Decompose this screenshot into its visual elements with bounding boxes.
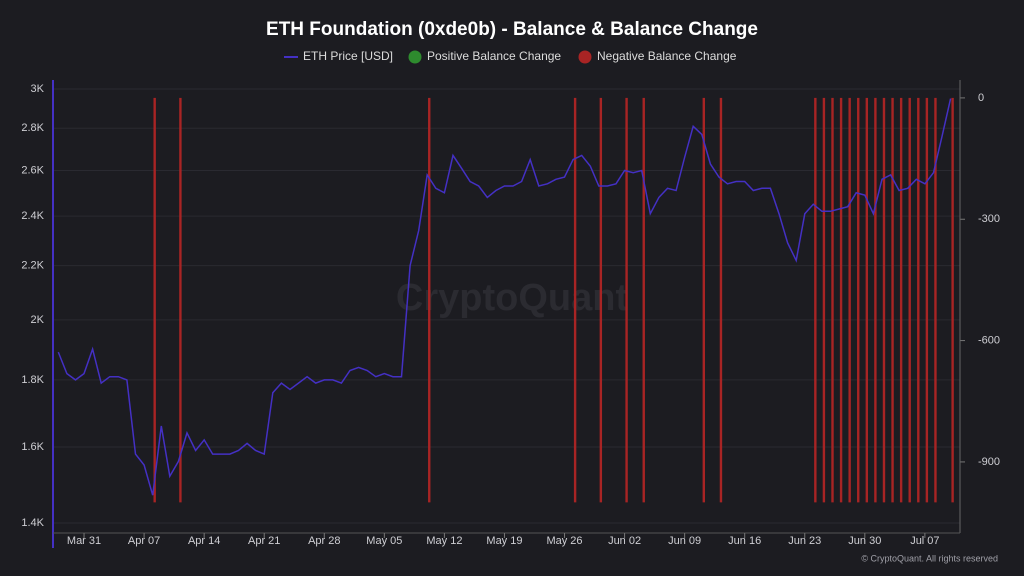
bar xyxy=(702,97,705,503)
legend-swatch xyxy=(578,50,592,64)
y-tick-label: 1.4K xyxy=(21,517,44,529)
bar xyxy=(179,97,182,503)
x-tick-label: Apr 21 xyxy=(248,535,280,547)
bar xyxy=(831,97,834,503)
x-tick-label: Jun 02 xyxy=(608,535,641,547)
y-tick-label: 2.4K xyxy=(21,210,44,222)
y2-tick-label: -900 xyxy=(978,456,1000,468)
bar xyxy=(822,97,826,503)
bar xyxy=(908,97,911,503)
y2-tick-label: -300 xyxy=(978,213,1000,225)
y-tick-label: 3K xyxy=(31,83,45,95)
bar xyxy=(839,97,843,503)
x-tick-label: Apr 07 xyxy=(128,535,160,547)
bar xyxy=(874,97,877,503)
x-tick-label: Jun 09 xyxy=(668,535,701,547)
chart-title: ETH Foundation (0xde0b) - Balance & Bala… xyxy=(266,19,758,40)
y-tick-label: 2K xyxy=(31,314,45,326)
bar xyxy=(891,97,894,503)
price-line xyxy=(57,98,952,496)
legend-label: ETH Price [USD] xyxy=(303,49,393,63)
bar xyxy=(934,97,937,503)
bar xyxy=(925,97,929,503)
x-tick-label: May 19 xyxy=(486,535,522,547)
x-tick-label: Jun 16 xyxy=(728,535,761,547)
y-tick-label: 2.2K xyxy=(21,260,44,272)
watermark: CryptoQuant xyxy=(396,277,629,319)
bar xyxy=(625,97,628,503)
bar xyxy=(865,97,869,503)
x-tick-label: Mar 31 xyxy=(67,535,101,547)
legend-swatch xyxy=(408,50,422,64)
bar xyxy=(917,97,920,503)
bar xyxy=(857,97,860,503)
bar xyxy=(642,97,645,503)
bar xyxy=(153,97,156,503)
bar xyxy=(428,97,431,503)
y-tick-label: 1.6K xyxy=(21,441,44,453)
bar xyxy=(951,97,954,503)
x-tick-label: May 12 xyxy=(426,535,462,547)
y-tick-label: 2.8K xyxy=(21,122,44,134)
legend-label: Positive Balance Change xyxy=(427,49,561,63)
x-tick-label: Apr 14 xyxy=(188,535,220,547)
legend-label: Negative Balance Change xyxy=(597,49,737,63)
x-tick-label: Jun 30 xyxy=(848,535,881,547)
bar xyxy=(882,97,886,503)
x-tick-label: May 05 xyxy=(366,535,402,547)
x-tick-label: Jul 07 xyxy=(910,535,939,547)
y2-tick-label: 0 xyxy=(978,92,984,104)
bar xyxy=(848,97,851,503)
x-tick-label: May 26 xyxy=(546,535,582,547)
y-tick-label: 2.6K xyxy=(21,164,44,176)
bar xyxy=(719,97,723,503)
bar xyxy=(899,97,903,503)
bar xyxy=(573,97,577,503)
y-tick-label: 1.8K xyxy=(21,374,44,386)
x-tick-label: Apr 28 xyxy=(308,535,340,547)
bar xyxy=(599,97,603,503)
footer: © CryptoQuant. All rights reserved xyxy=(861,553,998,563)
x-tick-label: Jun 23 xyxy=(788,535,821,547)
bar xyxy=(814,97,817,503)
y2-tick-label: -600 xyxy=(978,334,1000,346)
